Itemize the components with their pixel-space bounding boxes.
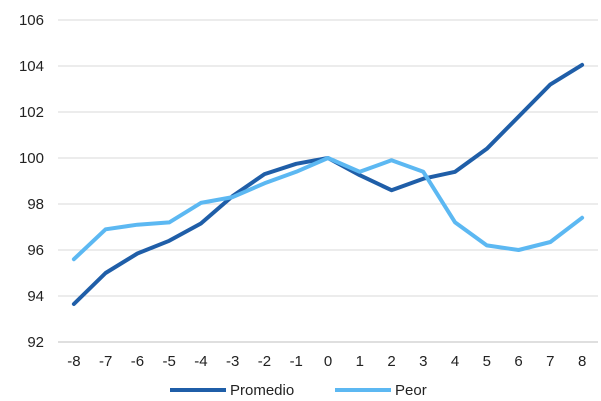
y-tick-label: 94 (27, 288, 44, 305)
x-tick-label: 3 (419, 353, 427, 370)
y-tick-label: 96 (27, 242, 44, 259)
x-tick-label: -6 (131, 353, 144, 370)
x-tick-label: -7 (99, 353, 112, 370)
y-tick-label: 98 (27, 196, 44, 213)
series-lines (71, 62, 585, 306)
x-tick-label: 7 (546, 353, 554, 370)
x-tick-label: -5 (163, 353, 176, 370)
x-tick-label: 8 (578, 353, 586, 370)
x-tick-label: 4 (451, 353, 459, 370)
y-tick-label: 92 (27, 334, 44, 351)
y-tick-label: 106 (19, 12, 44, 29)
series-line-peor (71, 156, 585, 262)
legend-label-peor: Peor (395, 382, 427, 399)
y-tick-label: 100 (19, 150, 44, 167)
legend: Promedio Peor (170, 382, 427, 399)
x-axis-tick-labels: -8 -7 -6 -5 -4 -3 -2 -1 0 1 2 3 4 5 6 7 8 (67, 353, 586, 370)
x-tick-label: -2 (258, 353, 271, 370)
y-axis-tick-labels: 92 94 96 98 100 102 104 106 (19, 12, 44, 351)
y-tick-label: 102 (19, 104, 44, 121)
legend-label-promedio: Promedio (230, 382, 294, 399)
x-tick-label: 0 (324, 353, 332, 370)
x-tick-label: -8 (67, 353, 80, 370)
x-tick-label: 5 (483, 353, 491, 370)
x-tick-label: -4 (194, 353, 207, 370)
x-tick-label: 2 (387, 353, 395, 370)
y-tick-label: 104 (19, 58, 44, 75)
x-tick-label: 1 (356, 353, 364, 370)
x-tick-label: -3 (226, 353, 239, 370)
series-line-promedio (71, 62, 585, 306)
x-tick-label: 6 (514, 353, 522, 370)
x-tick-label: -1 (290, 353, 303, 370)
